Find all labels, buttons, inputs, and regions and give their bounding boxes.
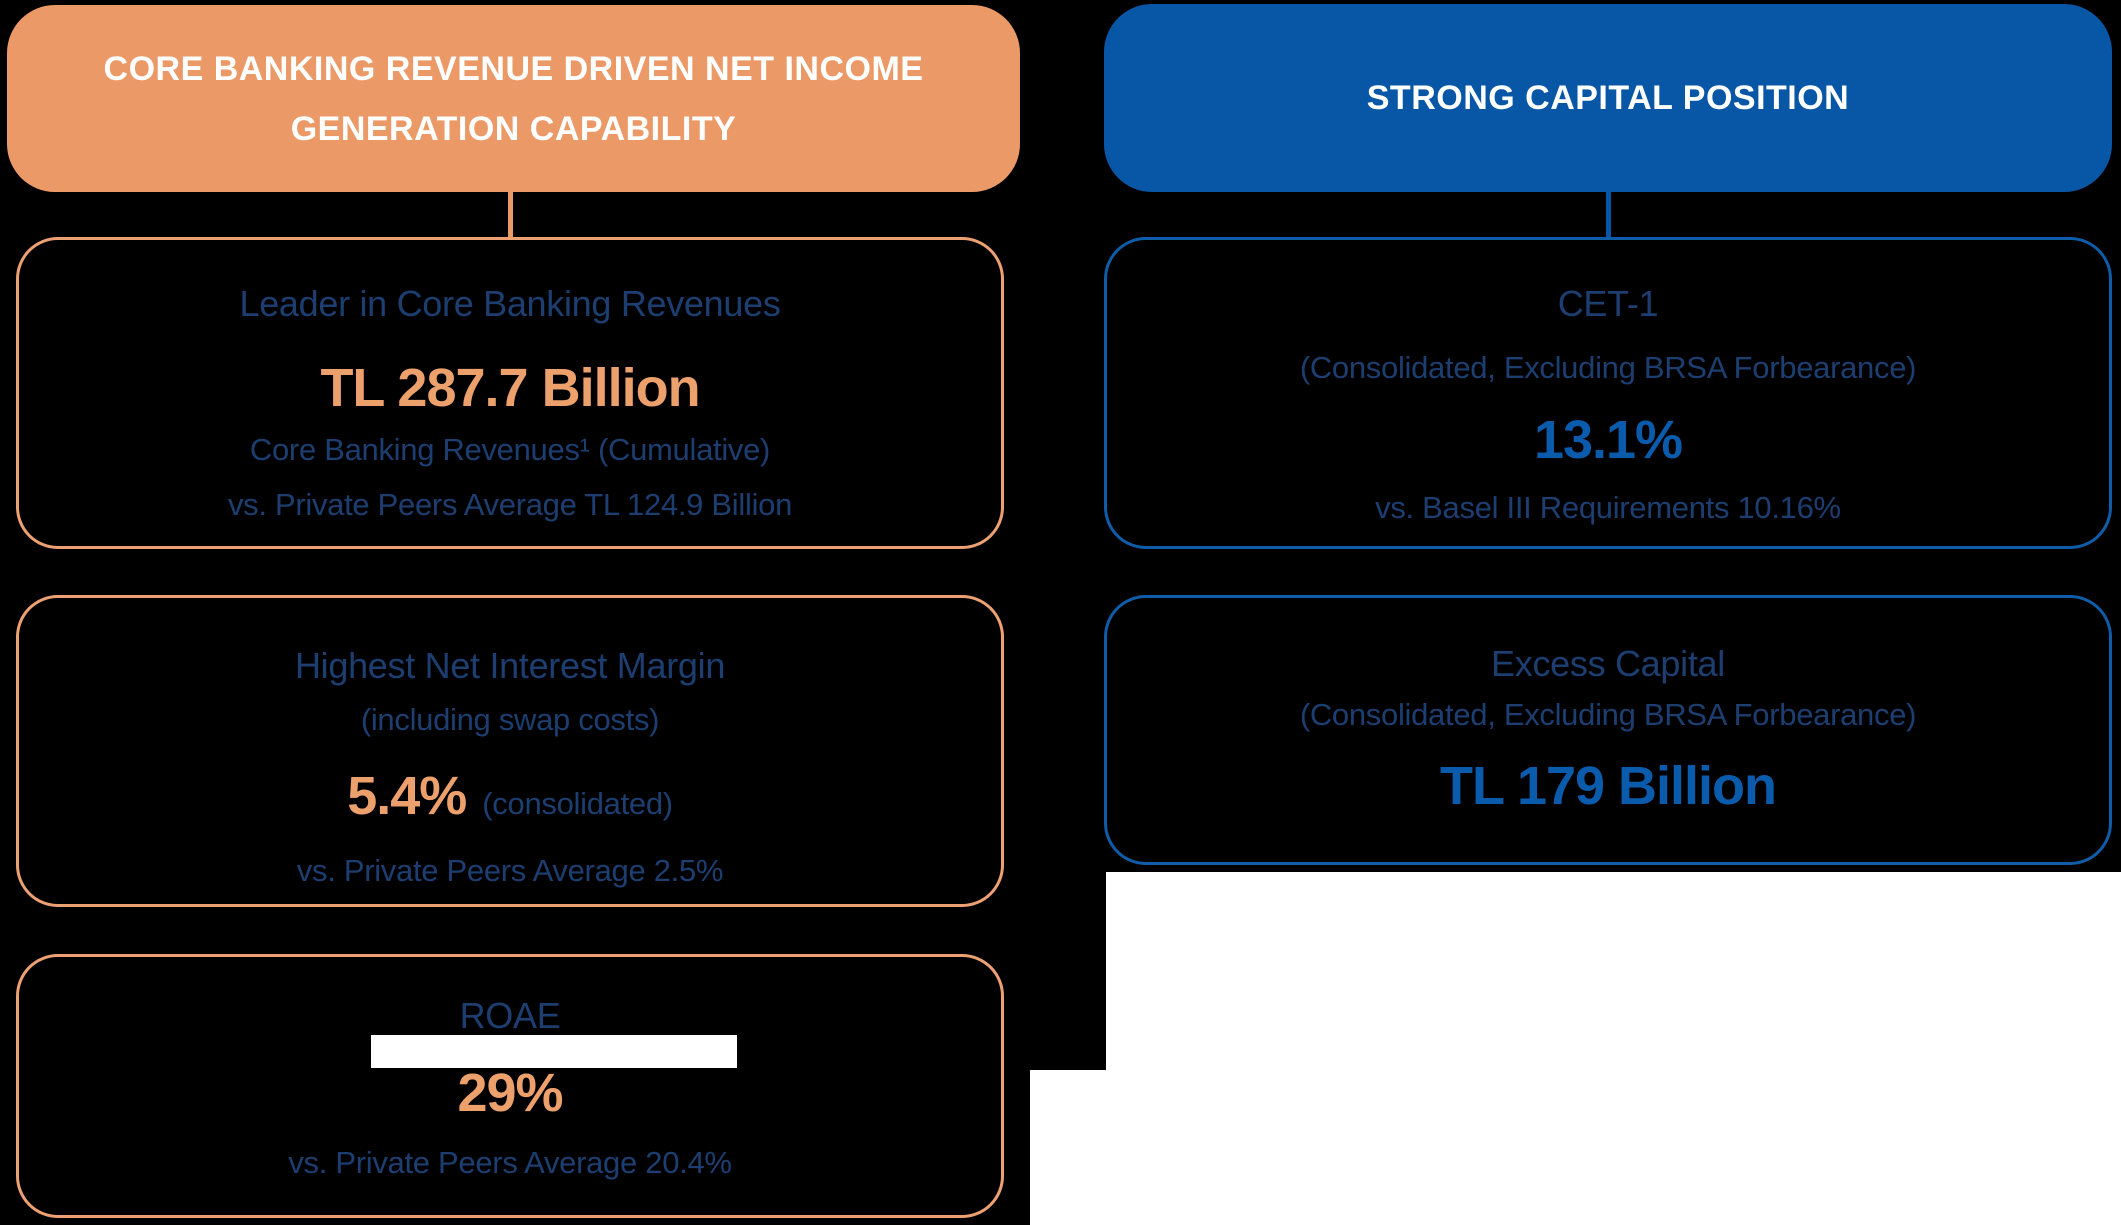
roae-title: ROAE bbox=[459, 995, 561, 1036]
redaction-overlay bbox=[371, 1035, 737, 1068]
right-column-header: STRONG CAPITAL POSITION bbox=[1104, 4, 2112, 192]
excess-capital-value: TL 179 Billion bbox=[1439, 756, 1777, 816]
cet1-requirement-comparison: vs. Basel III Requirements 10.16% bbox=[1375, 490, 1841, 525]
net-interest-margin-value-row: 5.4% (consolidated) bbox=[347, 763, 673, 829]
roae-peer-comparison: vs. Private Peers Average 20.4% bbox=[288, 1145, 732, 1180]
net-interest-margin-value: 5.4% bbox=[347, 766, 467, 826]
white-background-region-right-step bbox=[1030, 1070, 1108, 1225]
net-interest-margin-title: Highest Net Interest Margin bbox=[294, 645, 726, 686]
cet1-title: CET-1 bbox=[1557, 283, 1659, 324]
core-banking-revenues-value: TL 287.7 Billion bbox=[320, 358, 700, 418]
core-banking-revenues-title: Leader in Core Banking Revenues bbox=[239, 283, 781, 324]
left-header-line-1: CORE BANKING REVENUE DRIVEN NET INCOME bbox=[103, 49, 924, 88]
cet1-value: 13.1% bbox=[1533, 410, 1683, 470]
excess-capital-subtitle: (Consolidated, Excluding BRSA Forbearanc… bbox=[1299, 697, 1917, 732]
net-interest-margin-box: Highest Net Interest Margin (including s… bbox=[16, 595, 1004, 907]
excess-capital-box: Excess Capital (Consolidated, Excluding … bbox=[1104, 595, 2112, 865]
net-interest-margin-peer-comparison: vs. Private Peers Average 2.5% bbox=[296, 853, 724, 888]
right-connector-line bbox=[1606, 190, 1611, 239]
right-header-line-1: STRONG CAPITAL POSITION bbox=[1366, 79, 1850, 117]
roae-box: ROAE 29% vs. Private Peers Average 20.4% bbox=[16, 954, 1004, 1218]
left-column-header: CORE BANKING REVENUE DRIVEN NET INCOME G… bbox=[7, 5, 1020, 192]
left-connector-line bbox=[508, 190, 513, 239]
excess-capital-title: Excess Capital bbox=[1491, 643, 1725, 684]
cet1-box: CET-1 (Consolidated, Excluding BRSA Forb… bbox=[1104, 237, 2112, 549]
core-banking-revenues-caption: Core Banking Revenues¹ (Cumulative) bbox=[249, 432, 771, 467]
core-banking-revenues-box: Leader in Core Banking Revenues TL 287.7… bbox=[16, 237, 1004, 549]
core-banking-revenues-peer-comparison: vs. Private Peers Average TL 124.9 Billi… bbox=[227, 487, 793, 522]
cet1-subtitle: (Consolidated, Excluding BRSA Forbearanc… bbox=[1299, 350, 1917, 385]
roae-value: 29% bbox=[457, 1063, 563, 1123]
left-header-line-2: GENERATION CAPABILITY bbox=[290, 109, 737, 148]
net-interest-margin-value-note: (consolidated) bbox=[482, 786, 673, 821]
net-interest-margin-subtitle: (including swap costs) bbox=[360, 702, 660, 737]
white-background-region-right bbox=[1106, 872, 2121, 1225]
